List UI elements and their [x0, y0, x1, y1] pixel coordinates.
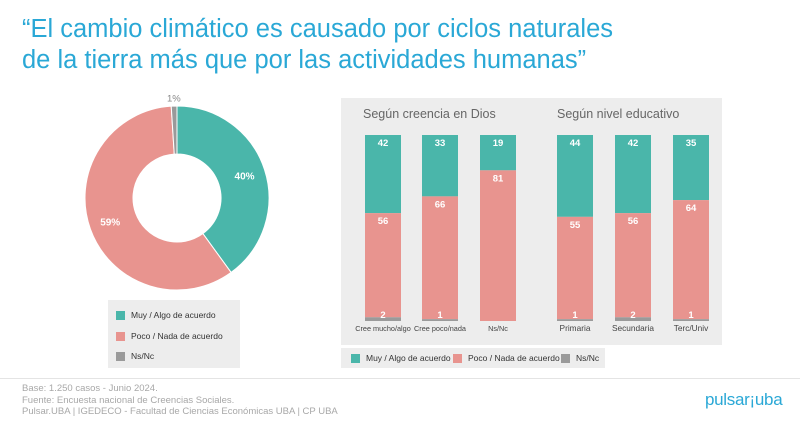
donut-slice-disagree — [84, 105, 232, 291]
footer-divider — [0, 378, 800, 379]
bar-label-1-0-nsnc: 1 — [572, 310, 578, 321]
bar-1-1-nsnc — [615, 317, 651, 321]
bar-0-1-nsnc — [422, 319, 458, 321]
bar-label-1-2-agree: 35 — [686, 138, 697, 149]
bar-label-1-0-disagree: 55 — [570, 220, 581, 231]
bar-1-0-nsnc — [557, 319, 593, 321]
bar-category-0-0: Cree mucho/algo — [355, 324, 411, 333]
legend-label-nsnc: Ns/Nc — [131, 351, 155, 361]
footer-source: Fuente: Encuesta nacional de Creencias S… — [22, 394, 235, 406]
bar-0-2-agree — [480, 135, 516, 171]
title-line-1: “El cambio climático es causado por cicl… — [22, 15, 614, 43]
donut-slice-agree — [176, 105, 270, 274]
bar-category-0-2: Ns/Nc — [488, 324, 508, 333]
bar-category-1-1: Secundaria — [612, 323, 654, 333]
bar-label-1-1-nsnc: 2 — [630, 310, 635, 321]
bars-legend-item-disagree: Poco / Nada de acuerdo — [453, 353, 560, 363]
bar-label-0-0-agree: 42 — [378, 138, 389, 149]
legend-swatch-disagree — [116, 331, 125, 341]
bar-1-0-disagree — [557, 216, 593, 320]
legend-swatch-nsnc — [116, 351, 125, 361]
bar-0-0-agree — [365, 135, 401, 214]
bar-0-0-nsnc — [365, 317, 401, 321]
footer-base: Base: 1.250 casos - Junio 2024. — [22, 383, 158, 394]
bar-label-1-1-disagree: 56 — [628, 216, 639, 227]
bars-legend-label-disagree: Poco / Nada de acuerdo — [468, 353, 560, 363]
legend-item-nsnc: Ns/Nc — [116, 351, 154, 361]
bar-category-1-0: Primaria — [560, 323, 591, 333]
bar-1-1-disagree — [615, 213, 651, 318]
bar-1-2-agree — [673, 135, 709, 201]
logo-text-b: uba — [754, 390, 783, 409]
bars-legend-swatch-nsnc — [561, 353, 570, 363]
footer-notes: Base: 1.250 casos - Junio 2024. Fuente: … — [22, 383, 338, 418]
bar-label-0-1-agree: 33 — [435, 138, 446, 149]
bar-label-1-0-agree: 44 — [570, 138, 581, 149]
bar-label-1-1-agree: 42 — [628, 138, 639, 149]
bar-0-0-disagree — [365, 213, 401, 318]
bar-label-0-2-disagree: 81 — [493, 173, 504, 184]
bar-1-2-nsnc — [673, 319, 709, 321]
donut-label-nsnc: 1% — [167, 94, 181, 105]
bars-legend: Muy / Algo de acuerdo Poco / Nada de acu… — [341, 348, 605, 368]
legend-swatch-agree — [116, 310, 125, 320]
bars-legend-item-agree: Muy / Algo de acuerdo — [351, 353, 451, 363]
donut-label-agree: 40% — [235, 172, 255, 183]
legend-item-agree: Muy / Algo de acuerdo — [116, 310, 216, 320]
stacked-bars-svg: 42 56 2 Cree mucho/algo 33 66 1 Cree poco/nada 1… — [355, 135, 709, 333]
bars-legend-label-agree: Muy / Algo de acuerdo — [366, 353, 451, 363]
bar-category-0-1: Cree poco/nada — [414, 324, 467, 333]
donut-legend: Muy / Algo de acuerdo Poco / Nada de acu… — [108, 300, 240, 368]
logo-separator: ¡ — [749, 390, 756, 409]
bars-legend-swatch-disagree — [453, 353, 462, 363]
group-title-dios: Según creencia en Dios — [363, 107, 496, 121]
bar-1-0-agree — [557, 135, 593, 217]
logo-text-a: pulsar — [705, 390, 750, 409]
bar-1-2-disagree — [673, 200, 709, 320]
pulsar-uba-logo: pulsar¡uba — [705, 390, 783, 410]
bar-label-0-1-nsnc: 1 — [437, 310, 443, 321]
group-title-educacion: Según nivel educativo — [557, 107, 680, 121]
bar-0-2-disagree — [480, 170, 516, 321]
bars-legend-swatch-agree — [351, 353, 360, 363]
footer-credits: Pulsar.UBA | IGEDECO - Facultad de Cienc… — [22, 406, 338, 417]
bar-label-0-1-disagree: 66 — [435, 199, 446, 210]
stacked-bars-panel: Según creencia en Dios Según nivel educa… — [341, 98, 722, 345]
bar-label-1-2-nsnc: 1 — [688, 310, 694, 321]
bar-category-1-2: Terc/Univ — [674, 323, 709, 333]
bars-legend-label-nsnc: Ns/Nc — [576, 353, 600, 363]
chart-title: “El cambio climático es causado por cicl… — [22, 14, 722, 76]
legend-label-agree: Muy / Algo de acuerdo — [131, 310, 216, 320]
bar-label-0-0-nsnc: 2 — [380, 310, 385, 321]
bar-0-1-disagree — [422, 196, 458, 320]
legend-item-disagree: Poco / Nada de acuerdo — [116, 331, 223, 341]
donut-slice-nsnc — [170, 105, 178, 155]
title-line-2: de la tierra más que por las actividades… — [22, 46, 587, 74]
bar-label-0-0-disagree: 56 — [378, 216, 389, 227]
bar-1-1-agree — [615, 135, 651, 214]
bar-label-0-2-agree: 19 — [493, 138, 504, 149]
donut-label-disagree: 59% — [100, 218, 120, 229]
bar-0-1-agree — [422, 135, 458, 197]
bar-label-1-2-disagree: 64 — [686, 203, 697, 214]
legend-label-disagree: Poco / Nada de acuerdo — [131, 331, 223, 341]
bars-legend-item-nsnc: Ns/Nc — [561, 353, 599, 363]
